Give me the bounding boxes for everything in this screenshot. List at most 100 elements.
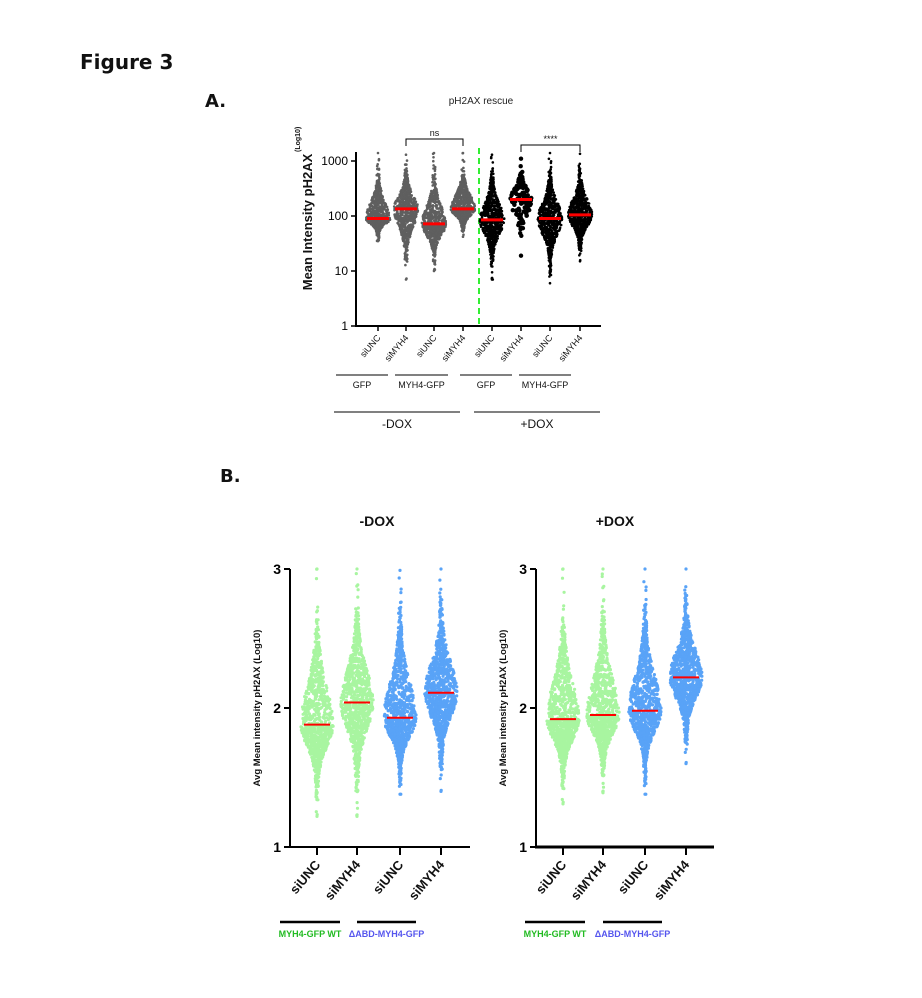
data-point — [464, 187, 467, 190]
data-point — [579, 249, 583, 253]
data-point — [557, 213, 560, 217]
data-point — [487, 237, 490, 241]
data-point — [383, 205, 386, 209]
data-point — [432, 229, 436, 232]
data-point — [405, 260, 409, 263]
data-point — [492, 211, 495, 215]
data-point — [488, 234, 491, 238]
data-point — [548, 151, 552, 155]
data-point — [406, 238, 410, 242]
data-point — [547, 251, 550, 254]
data-point — [370, 201, 374, 205]
data-point — [400, 192, 403, 196]
data-point — [496, 215, 499, 219]
data-point — [580, 241, 583, 245]
data-point — [549, 189, 553, 192]
data-point — [549, 165, 553, 169]
data-point — [413, 197, 417, 201]
data-point — [395, 217, 399, 221]
data-point — [495, 197, 498, 201]
data-point — [409, 225, 412, 228]
data-point — [500, 227, 504, 230]
data-point — [460, 221, 463, 225]
data-point — [557, 209, 561, 213]
data-point — [459, 185, 463, 189]
data-point — [520, 190, 525, 196]
data-point — [397, 219, 401, 223]
data-point — [396, 211, 399, 215]
data-point — [411, 204, 414, 208]
data-point — [577, 206, 581, 209]
data-point — [416, 203, 419, 206]
data-point — [489, 182, 492, 186]
data-point — [399, 204, 402, 208]
data-point — [550, 250, 553, 253]
data-point — [550, 253, 554, 256]
data-point — [550, 235, 553, 239]
data-point — [495, 200, 499, 203]
data-point — [547, 184, 550, 187]
data-point — [518, 225, 523, 230]
data-point — [555, 234, 558, 238]
data-point — [366, 208, 369, 211]
panel-b-label: B. — [220, 466, 241, 487]
data-point — [453, 197, 456, 201]
data-point — [404, 234, 408, 238]
data-point — [406, 219, 410, 223]
data-point — [549, 259, 552, 263]
data-point — [490, 153, 494, 156]
data-point — [543, 237, 546, 240]
data-point — [577, 241, 580, 245]
data-point — [490, 271, 494, 274]
data-point — [432, 199, 435, 203]
data-point — [401, 238, 405, 241]
data-point — [495, 231, 498, 234]
x-tick-label: siUNC — [358, 332, 383, 359]
data-point — [459, 198, 462, 201]
data-point — [437, 234, 441, 238]
data-point — [469, 204, 473, 208]
data-point — [487, 203, 490, 206]
data-point — [502, 221, 506, 225]
data-point — [571, 205, 575, 209]
data-point — [428, 196, 431, 200]
data-point — [433, 181, 437, 185]
data-point — [383, 202, 386, 205]
data-point — [466, 189, 469, 192]
data-point — [404, 176, 407, 179]
data-point — [426, 234, 429, 237]
data-point — [491, 258, 495, 261]
y-tick-label: 1 — [341, 319, 348, 333]
data-point — [485, 200, 489, 203]
data-point — [401, 186, 405, 190]
data-point — [524, 188, 530, 194]
data-point — [437, 201, 440, 204]
data-point — [380, 199, 384, 203]
data-point — [432, 250, 435, 253]
data-point — [552, 211, 556, 214]
data-point — [429, 234, 432, 238]
data-point — [554, 232, 558, 235]
data-point — [374, 202, 378, 206]
data-point — [404, 204, 407, 208]
data-point — [366, 210, 369, 214]
data-point — [435, 232, 438, 235]
data-point — [479, 224, 483, 227]
data-point — [544, 203, 547, 206]
data-point — [547, 200, 551, 203]
data-point — [406, 257, 409, 261]
data-point — [421, 225, 425, 228]
figure-title: Figure 3 — [80, 50, 174, 74]
data-point — [385, 221, 389, 225]
data-point — [367, 213, 371, 216]
data-point — [491, 234, 494, 238]
data-point — [371, 212, 374, 215]
data-point — [406, 249, 409, 252]
data-point — [490, 260, 493, 264]
data-point — [394, 199, 398, 203]
data-point — [487, 221, 491, 224]
data-point — [369, 204, 373, 207]
data-point — [451, 200, 454, 204]
data-point — [555, 205, 558, 208]
